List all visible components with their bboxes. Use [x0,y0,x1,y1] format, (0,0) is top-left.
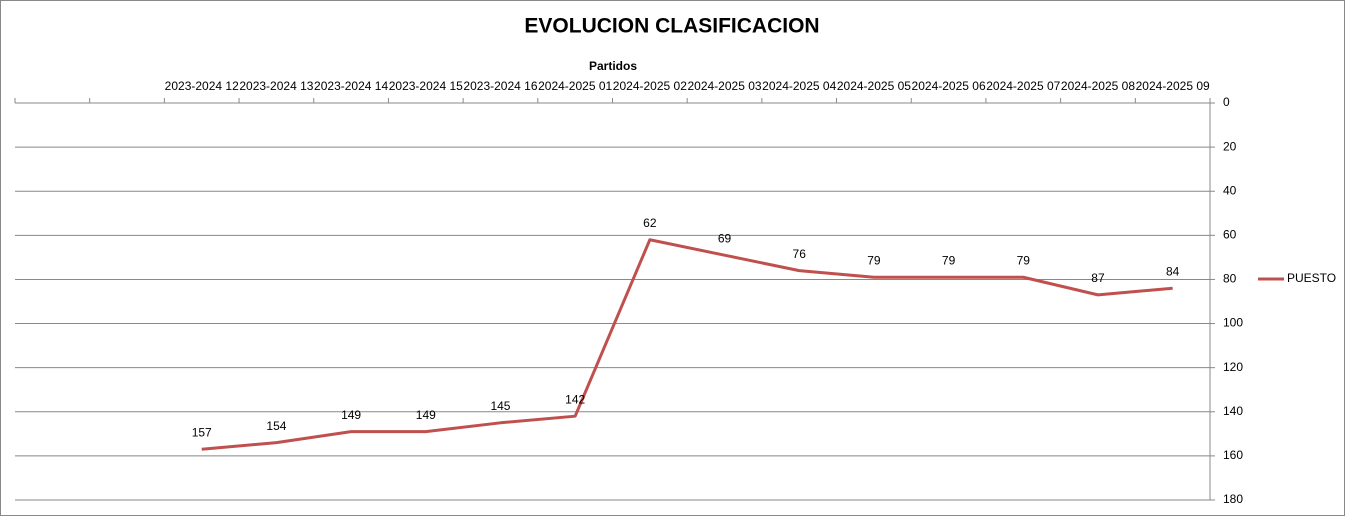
series-line [201,238,1173,451]
x-tick-label: 2024-2025 04 [762,79,836,93]
x-tick-label: 2024-2025 03 [687,79,761,93]
x-tick-label: 2023-2024 16 [463,79,537,93]
data-label: 84 [1166,264,1180,278]
y-tick-label: 140 [1223,404,1243,418]
x-tick-label: 2024-2025 02 [613,79,687,93]
y-tick-label: 80 [1223,272,1237,286]
x-tick-label: 2023-2024 14 [314,79,388,93]
data-label: 149 [416,408,436,422]
data-label: 154 [266,419,286,433]
x-tick-label: 2023-2024 13 [239,79,313,93]
y-tick-label: 100 [1223,316,1243,330]
data-label: 142 [565,392,585,406]
data-label: 76 [793,247,807,261]
chart-title: EVOLUCION CLASIFICACION [524,15,819,38]
x-tick-label: 2024-2025 05 [837,79,911,93]
x-tick-label: 2024-2025 08 [1061,79,1135,93]
y-tick-label: 0 [1223,95,1230,109]
x-tick-label: 2024-2025 06 [912,79,986,93]
x-tick-label: 2023-2024 15 [389,79,463,93]
data-label: 157 [192,425,212,439]
data-label: 79 [867,253,881,267]
data-label: 62 [643,216,657,230]
legend-label: PUESTO [1287,271,1336,285]
y-tick-label: 160 [1223,448,1243,462]
data-label: 149 [341,408,361,422]
data-label: 79 [1017,253,1031,267]
data-label: 87 [1091,271,1105,285]
y-tick-label: 120 [1223,360,1243,374]
x-tick-label: 2024-2025 01 [538,79,612,93]
x-axis-title: Partidos [589,59,637,73]
x-tick-label: 2024-2025 09 [1136,79,1210,93]
y-tick-label: 60 [1223,228,1237,242]
y-tick-label: 40 [1223,183,1237,197]
data-label: 145 [490,399,510,413]
x-tick-label: 2023-2024 12 [165,79,239,93]
y-tick-label: 20 [1223,139,1237,153]
y-tick-label: 180 [1223,492,1243,506]
x-tick-label: 2024-2025 07 [986,79,1060,93]
data-label: 79 [942,253,956,267]
data-label: 69 [718,231,732,245]
